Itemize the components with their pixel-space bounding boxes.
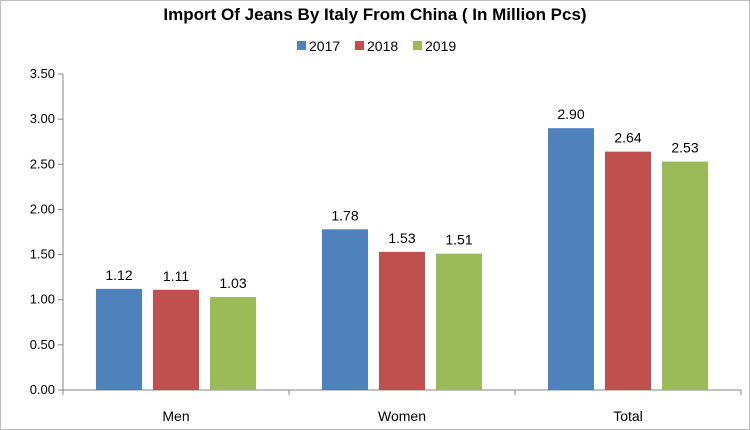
y-tick-label: 0.50 — [30, 337, 55, 352]
y-tick-label: 2.00 — [30, 201, 55, 216]
data-label: 2.90 — [557, 106, 584, 122]
bar-total-2017 — [548, 128, 594, 390]
y-tick-label: 3.50 — [30, 66, 55, 81]
y-tick-label: 3.00 — [30, 111, 55, 126]
y-tick-label: 1.00 — [30, 292, 55, 307]
bar-women-2018 — [379, 251, 425, 390]
legend-label-2018: 2018 — [367, 38, 398, 54]
data-label: 1.51 — [445, 232, 472, 248]
data-label: 1.53 — [388, 230, 415, 246]
legend-swatch-2018 — [355, 41, 364, 50]
bar-men-2018 — [153, 289, 199, 390]
legend-swatch-2017 — [297, 41, 306, 50]
y-tick-label: 0.00 — [30, 382, 55, 397]
legend-swatch-2019 — [413, 41, 422, 50]
chart-title: Import Of Jeans By Italy From China ( In… — [163, 5, 586, 24]
legend-label-2017: 2017 — [309, 38, 340, 54]
bar-women-2017 — [322, 229, 368, 390]
x-category-label: Women — [378, 408, 426, 424]
data-label: 2.53 — [671, 140, 698, 156]
data-label: 1.03 — [219, 275, 246, 291]
y-tick-label: 1.50 — [30, 247, 55, 262]
y-tick-label: 2.50 — [30, 156, 55, 171]
bar-men-2017 — [96, 288, 142, 390]
legend: 2017 2018 2019 — [297, 38, 456, 54]
y-axis: 0.00 0.50 1.00 1.50 2.00 2.50 3.00 3.50 — [30, 66, 64, 397]
legend-label-2019: 2019 — [425, 38, 456, 54]
bar-total-2019 — [662, 161, 708, 390]
x-axis: Men Women Total — [62, 389, 742, 424]
data-label: 1.12 — [105, 267, 132, 283]
bar-men-2019 — [210, 297, 256, 390]
bar-women-2019 — [436, 253, 482, 390]
data-label: 2.64 — [614, 130, 641, 146]
x-category-label: Total — [613, 408, 643, 424]
bars: 1.12 1.11 1.03 1.78 1.53 1.51 2.90 2.64 2.53 — [96, 106, 708, 390]
data-label: 1.11 — [163, 268, 189, 284]
data-label: 1.78 — [331, 207, 358, 223]
bar-total-2018 — [605, 151, 651, 390]
x-category-label: Men — [162, 408, 189, 424]
